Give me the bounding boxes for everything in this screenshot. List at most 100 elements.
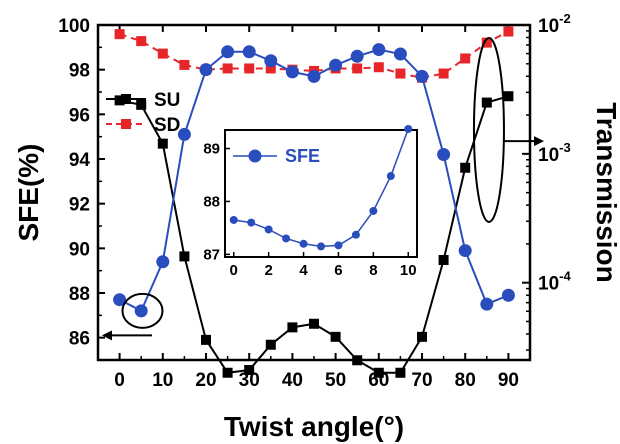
inset-x-tick-label: 0 [230, 262, 238, 279]
inset-sfe-point [369, 206, 378, 215]
inset-sfe-point [282, 234, 291, 243]
y-tick-label: 86 [69, 329, 90, 350]
left-axis-arrowhead [102, 330, 112, 341]
inset-frame [224, 129, 418, 258]
su-point [481, 97, 492, 108]
sfe-point [350, 49, 364, 63]
su-point [460, 162, 471, 173]
sfe-point [393, 47, 407, 61]
legend-marker-su [121, 94, 131, 104]
inset-y-tick-label: 89 [203, 141, 220, 158]
inset-sfe-point [229, 215, 238, 224]
sfe-point [264, 54, 278, 68]
inset-x-tick-label: 4 [299, 262, 308, 279]
sfe-point [372, 43, 386, 57]
su-point [201, 334, 211, 345]
y-tick-label: 94 [69, 150, 91, 171]
sfe-point [156, 255, 170, 269]
inset-y-tick-label: 88 [203, 193, 220, 210]
sfe-point [221, 45, 235, 59]
su-point [114, 95, 125, 106]
y2-tick-label: 10-4 [538, 269, 571, 295]
x-tick-label: 0 [114, 370, 125, 391]
su-point [265, 339, 276, 350]
su-point [395, 367, 406, 378]
su-point [287, 322, 298, 333]
inset-x-tick-label: 6 [334, 262, 342, 279]
sd-point [460, 53, 471, 64]
sfe-point [480, 297, 494, 311]
inset-sfe-point [264, 225, 273, 234]
x-tick-label: 10 [152, 370, 173, 391]
x-tick-label: 90 [498, 370, 519, 391]
inset-x-tick-label: 8 [369, 262, 377, 279]
sd-point [352, 63, 363, 74]
su-point [136, 99, 147, 110]
sfe-point [177, 127, 191, 141]
sd-point [481, 37, 492, 48]
inset-y-tick-label: 87 [203, 246, 220, 263]
inset-plot: 0 2 4 6 8 10 87 88 89 SFE [203, 124, 418, 279]
legend-label-sd: SD [154, 115, 180, 136]
legend-label-su: SU [154, 90, 180, 111]
su-point [330, 331, 341, 342]
x-tick-label: 70 [411, 370, 432, 391]
su-point [438, 255, 449, 266]
sfe-point [199, 63, 213, 77]
y-tick-label: 88 [69, 284, 90, 305]
inset-sfe-point [299, 239, 308, 248]
right-axis-annotation-ellipse [472, 36, 505, 223]
main-plot: 0 10 20 30 40 50 60 70 80 908688909294969810010-4… [13, 11, 620, 442]
y-tick-label: 92 [69, 195, 90, 216]
sfe-point [242, 45, 256, 59]
su-point [157, 138, 168, 149]
inset-sfe-point [317, 242, 325, 251]
sfe-point [285, 65, 299, 79]
sd-point [244, 63, 255, 74]
sfe-point [437, 148, 451, 162]
y2-tick-label: 10-2 [538, 11, 571, 37]
inset-sfe-point [404, 124, 413, 133]
left-axis-annotation-ellipse [121, 292, 164, 329]
x-tick-label: 30 [239, 370, 260, 391]
sfe-point [113, 293, 127, 307]
sfe-point [415, 69, 429, 83]
su-point [503, 91, 514, 102]
legend-marker-sd [121, 119, 131, 129]
sd-point [373, 62, 384, 73]
sfe-point [329, 58, 343, 72]
y2-axis-title: Transmission [591, 102, 620, 283]
sfe-point [134, 304, 148, 318]
right-axis-arrowhead [534, 136, 544, 147]
su-point [417, 331, 427, 342]
x-tick-label: 80 [455, 370, 476, 391]
y-tick-label: 96 [69, 105, 90, 126]
sd-point [395, 68, 406, 79]
su-point [179, 251, 190, 262]
x-tick-label: 60 [368, 370, 389, 391]
sd-point [503, 26, 514, 37]
x-tick-label: 50 [325, 370, 346, 391]
y2-tick-label: 10-3 [538, 140, 571, 166]
sfe-point [458, 244, 472, 258]
inset-legend-label: SFE [285, 146, 320, 166]
x-tick-label: 40 [282, 370, 303, 391]
inset-sfe-point [247, 218, 256, 227]
inset-legend-marker [248, 149, 262, 163]
sfe-point [307, 69, 321, 83]
inset-sfe-point [351, 230, 360, 239]
su-point [373, 367, 384, 378]
inset-sfe-point [386, 172, 395, 181]
sd-point [136, 36, 147, 47]
x-axis-title: Twist angle(°) [224, 411, 404, 442]
sfe-point [501, 288, 515, 302]
sd-point [265, 63, 276, 74]
sd-point [114, 29, 125, 40]
inset-x-tick-label: 2 [264, 262, 272, 279]
inset-x-tick-label: 10 [400, 262, 417, 279]
y-tick-label: 100 [58, 16, 90, 37]
sd-point [222, 63, 233, 74]
sd-point [157, 48, 168, 59]
x-tick-label: 20 [195, 370, 216, 391]
